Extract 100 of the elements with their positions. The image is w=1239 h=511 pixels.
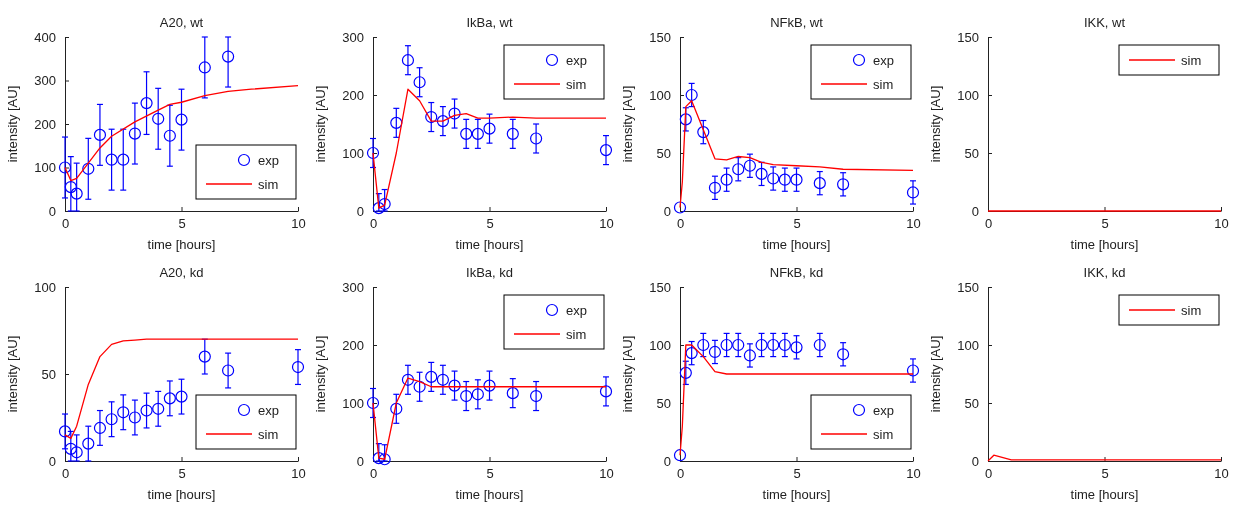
y-axis-title: intensity [AU] [313,335,328,413]
point [140,404,153,417]
point [483,379,496,392]
x-tick-label: 0 [61,216,70,232]
x-axis-title: time [hours] [1070,237,1139,252]
y-tick-label: 0 [356,453,364,469]
legend-label: exp [566,53,587,68]
y-axis-title: intensity [AU] [620,335,635,413]
point [778,173,791,186]
point [93,421,107,435]
y-tick-label: 150 [957,29,979,45]
point [175,390,188,403]
x-tick-label: 5 [486,216,494,232]
point [673,201,687,214]
point [679,113,692,126]
y-tick-label: 100 [342,145,364,161]
point [70,187,83,200]
legend-label: sim [873,77,894,92]
y-tick-label: 100 [34,279,56,295]
point [93,128,107,141]
point [708,345,722,359]
point [425,110,438,124]
point [743,159,756,172]
x-tick-label: 10 [906,216,921,232]
point [425,370,438,383]
point [906,364,920,377]
point [436,115,449,128]
y-tick-label: 0 [663,453,671,469]
point [673,449,687,462]
point [58,425,72,438]
x-axis-title: time [hours] [762,237,831,252]
point [732,338,745,352]
point [755,167,768,180]
legend-label: exp [258,403,279,418]
point [82,162,95,175]
point [778,338,791,352]
y-tick-label: 50 [41,366,56,382]
y-tick-label: 150 [649,29,671,45]
point [390,402,403,415]
point [140,97,153,110]
y-tick-label: 300 [342,29,364,45]
x-axis-title: time [hours] [455,237,524,252]
point [366,146,380,160]
y-tick-label: 0 [48,203,56,219]
y-tick-label: 200 [34,116,56,132]
y-tick-label: 200 [342,87,364,103]
y-tick-label: 400 [34,29,56,45]
y-tick-label: 100 [342,395,364,411]
x-tick-label: 0 [369,466,378,482]
point [372,452,385,465]
x-tick-label: 5 [793,216,801,232]
point [436,373,449,386]
x-tick-label: 10 [599,466,614,482]
point [117,153,130,166]
y-tick-label: 100 [649,87,671,103]
y-tick-label: 0 [663,203,671,219]
x-tick-label: 10 [291,466,306,482]
point [685,347,698,360]
legend-label: sim [873,427,894,442]
x-axis-title: time [hours] [147,237,216,252]
y-tick-label: 150 [957,279,979,295]
point [372,202,385,215]
point [366,396,380,410]
legend-label: sim [258,427,279,442]
point [813,177,826,190]
point [679,366,692,379]
point [506,127,519,140]
x-tick-label: 0 [61,466,70,482]
y-axis-title: intensity [AU] [5,85,20,163]
point [105,413,118,426]
chart-title: IkBa, wt [466,15,513,30]
point [222,364,235,377]
legend-label: sim [1181,53,1202,68]
point [291,360,305,374]
point [378,197,391,211]
x-tick-label: 0 [676,466,685,482]
point [401,373,415,386]
point [599,144,613,157]
point [837,348,850,361]
point [471,388,484,401]
x-axis-title: time [hours] [455,487,524,502]
y-tick-label: 0 [971,453,979,469]
y-tick-label: 150 [649,279,671,295]
point [697,338,710,352]
point [64,442,77,455]
point [697,126,710,139]
point [378,453,391,466]
point [460,389,473,403]
point [767,172,780,185]
x-tick-label: 5 [793,466,801,482]
point [70,446,83,459]
point [222,50,235,63]
legend-label: exp [873,53,894,68]
chart-title: NFkB, kd [769,265,824,280]
x-tick-label: 10 [599,216,614,232]
x-tick-label: 5 [1101,466,1109,482]
x-tick-label: 5 [178,466,186,482]
point [64,180,77,194]
legend-label: sim [566,327,587,342]
point [198,350,211,363]
